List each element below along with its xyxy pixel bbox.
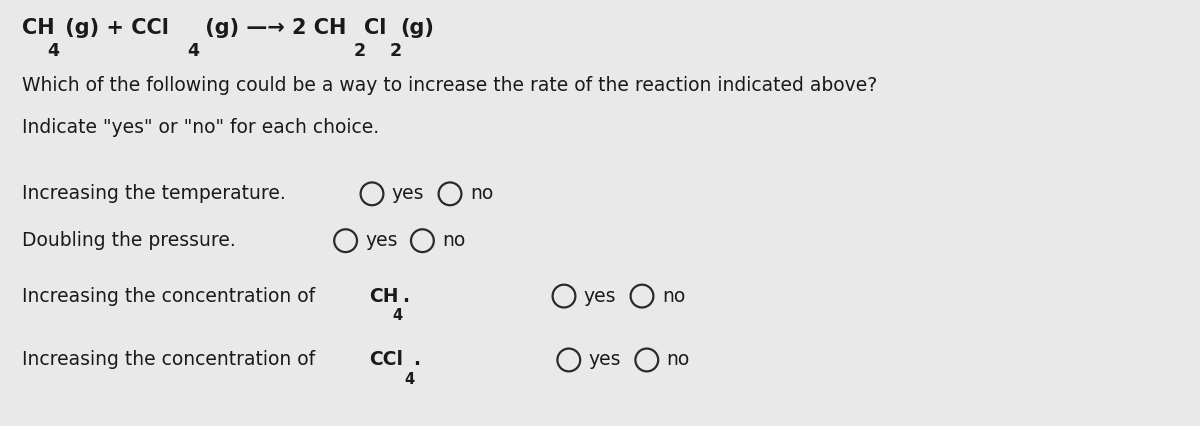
Text: Which of the following could be a way to increase the rate of the reaction indic: Which of the following could be a way to… <box>22 76 877 95</box>
Text: 4: 4 <box>392 308 403 323</box>
Text: Cl: Cl <box>364 18 386 37</box>
Text: Increasing the concentration of: Increasing the concentration of <box>22 351 320 369</box>
Text: no: no <box>667 351 690 369</box>
Text: (g) —→ 2 CH: (g) —→ 2 CH <box>198 18 347 37</box>
Text: Doubling the pressure.: Doubling the pressure. <box>22 231 235 250</box>
Text: CCl: CCl <box>370 351 403 369</box>
Text: 2: 2 <box>353 42 365 60</box>
Text: yes: yes <box>391 184 425 203</box>
Text: .: . <box>402 287 409 305</box>
Text: 2: 2 <box>390 42 402 60</box>
Text: no: no <box>662 287 685 305</box>
Text: yes: yes <box>583 287 617 305</box>
Text: Increasing the temperature.: Increasing the temperature. <box>22 184 286 203</box>
Text: 4: 4 <box>48 42 60 60</box>
Text: .: . <box>414 351 420 369</box>
Text: CH: CH <box>22 18 54 37</box>
Text: (g) + CCl: (g) + CCl <box>58 18 169 37</box>
Text: yes: yes <box>589 351 622 369</box>
Text: Indicate "yes" or "no" for each choice.: Indicate "yes" or "no" for each choice. <box>22 118 379 137</box>
Text: CH: CH <box>370 287 400 305</box>
Text: 4: 4 <box>404 371 415 387</box>
Text: yes: yes <box>365 231 398 250</box>
Text: no: no <box>442 231 466 250</box>
Text: no: no <box>470 184 493 203</box>
Text: Increasing the concentration of: Increasing the concentration of <box>22 287 320 305</box>
Text: (g): (g) <box>401 18 434 37</box>
Text: 4: 4 <box>187 42 199 60</box>
